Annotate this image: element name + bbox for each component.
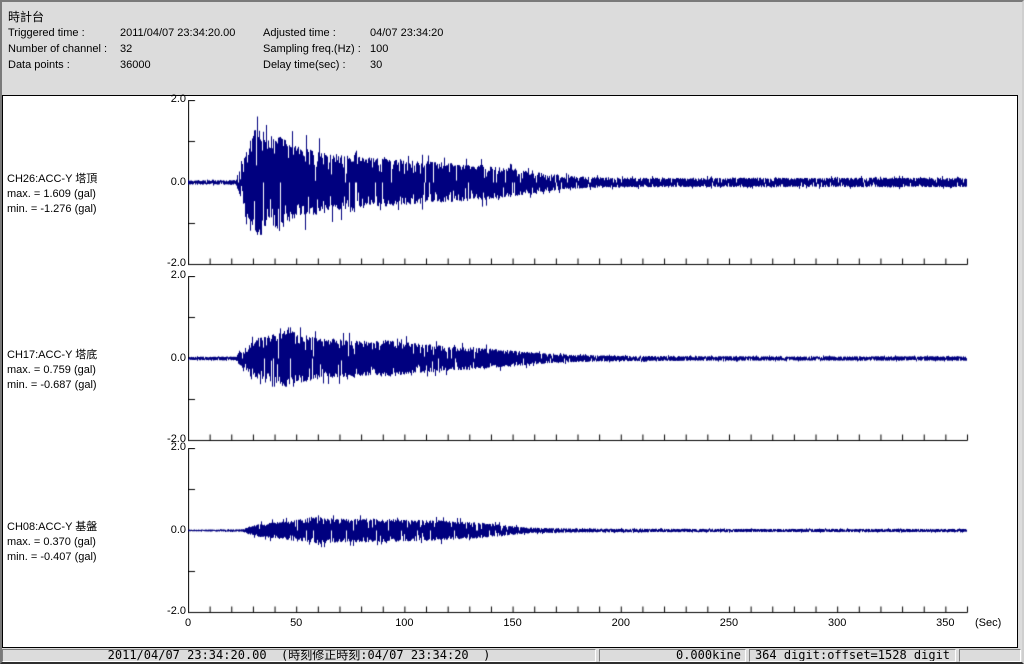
status-kine-value: 0.000kine: [599, 649, 746, 662]
channel-name-label: CH26:ACC-Y 塔頂: [7, 173, 98, 185]
y-axis-tick-label: -2.0: [167, 605, 186, 617]
waveform-canvas-2: [188, 276, 970, 442]
y-axis-tick-label: 2.0: [170, 269, 186, 281]
channel-count-value: 32: [120, 43, 133, 55]
x-axis-tick-label: 100: [395, 617, 414, 629]
triggered-time-value: 2011/04/07 23:34:20.00: [120, 27, 236, 39]
delay-time-value: 30: [370, 59, 383, 71]
channel-max-label: max. = 0.759 (gal): [7, 364, 96, 376]
adjusted-time-value: 04/07 23:34:20: [370, 27, 444, 39]
channel-name-label: CH17:ACC-Y 塔底: [7, 349, 98, 361]
y-axis-tick-label: -2.0: [167, 433, 186, 445]
x-axis-tick-label: 250: [719, 617, 739, 629]
status-empty-segment: [959, 649, 1021, 662]
y-axis-tick-label: 2.0: [170, 441, 186, 453]
sampling-freq-label: Sampling freq.(Hz) :: [263, 43, 361, 55]
waveform-canvas-1: [188, 100, 970, 266]
waveform-canvas-3: [188, 448, 970, 614]
delay-time-label: Delay time(sec) :: [263, 59, 346, 71]
status-timestamp: 2011/04/07 23:34:20.00 (時刻修正時刻:04/07 23:…: [2, 649, 596, 662]
x-axis-tick-label: 50: [290, 617, 303, 629]
channel-info-panel: CH08:ACC-Y 基盤 max. = 0.370 (gal) min. = -0…: [7, 520, 177, 565]
waveform-plot-window: (Sec) CH26:ACC-Y 塔頂 max. = 1.609 (gal) min…: [2, 93, 1018, 648]
channel-min-label: min. = -0.687 (gal): [7, 379, 97, 391]
y-axis-tick-label: 0.0: [170, 352, 186, 364]
x-axis-tick-label: 200: [611, 617, 630, 629]
channel-max-label: max. = 0.370 (gal): [7, 536, 96, 548]
channel-name-label: CH08:ACC-Y 基盤: [7, 521, 98, 533]
y-axis-tick-label: -2.0: [167, 257, 186, 269]
channel-min-label: min. = -1.276 (gal): [7, 203, 97, 215]
channel-min-label: min. = -0.407 (gal): [7, 551, 97, 563]
channel-max-label: max. = 1.609 (gal): [7, 188, 96, 200]
channel-info-panel: CH26:ACC-Y 塔頂 max. = 1.609 (gal) min. = -1…: [7, 172, 177, 217]
data-points-value: 36000: [120, 59, 151, 71]
x-axis-tick-label: 0: [184, 617, 192, 629]
x-axis-unit-label: (Sec): [975, 617, 1002, 629]
adjusted-time-label: Adjusted time :: [263, 27, 336, 39]
x-axis-tick-label: 150: [503, 617, 522, 629]
x-axis-tick-label: 300: [827, 617, 847, 629]
x-axis-tick-label: 350: [936, 617, 955, 629]
y-axis-tick-label: 0.0: [170, 524, 186, 536]
channel-count-label: Number of channel :: [8, 43, 108, 55]
app-title: 時計台: [8, 10, 45, 24]
sampling-freq-value: 100: [370, 43, 389, 55]
y-axis-tick-label: 2.0: [170, 93, 186, 105]
triggered-time-label: Triggered time :: [8, 27, 85, 39]
status-digit-offset: 364 digit:offset=1528 digit: [749, 649, 956, 662]
data-points-label: Data points :: [8, 59, 70, 71]
y-axis-tick-label: 0.0: [170, 176, 186, 188]
channel-info-panel: CH17:ACC-Y 塔底 max. = 0.759 (gal) min. = -0…: [7, 348, 177, 393]
